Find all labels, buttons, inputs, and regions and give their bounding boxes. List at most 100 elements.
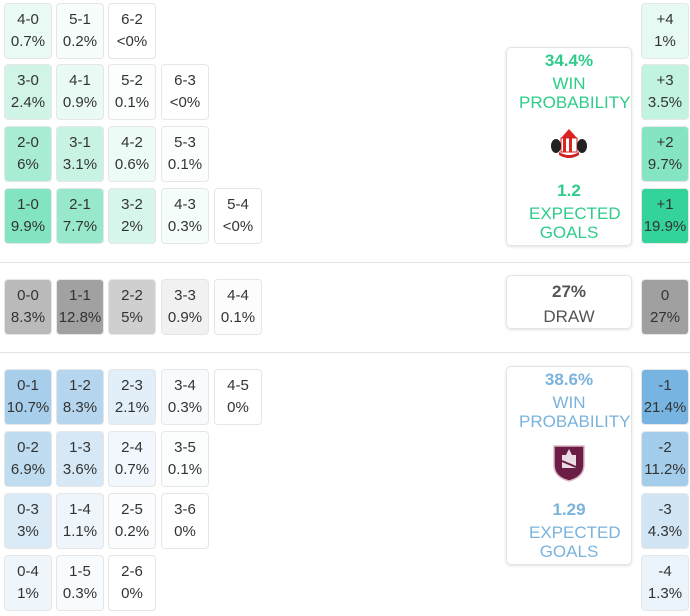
score-cell: 5-4 <0% xyxy=(214,188,262,244)
sunderland-crest-icon xyxy=(551,129,587,158)
probability: 0.7% xyxy=(10,33,46,50)
probability: 9.9% xyxy=(10,218,46,235)
home-xg-label: EXPECTED GOALS xyxy=(529,204,621,242)
score-cell: 3-2 2% xyxy=(108,188,156,244)
score-label: 2-5 xyxy=(121,501,143,518)
home-xg: 1.2 xyxy=(557,181,581,200)
probability: 8.3% xyxy=(62,399,98,416)
score-cell: 0-1 10.7% xyxy=(4,369,52,425)
score-label: 4-3 xyxy=(174,196,196,213)
score-label: 1-4 xyxy=(69,501,91,518)
score-cell: 0-3 3% xyxy=(4,493,52,549)
probability: 0.2% xyxy=(114,523,150,540)
score-cell: 3-6 0% xyxy=(161,493,209,549)
probability: 0% xyxy=(174,523,196,540)
draw-label: DRAW xyxy=(543,307,595,326)
probability: 11.2% xyxy=(644,461,686,478)
probability: 0.1% xyxy=(167,156,203,173)
score-label: 1-0 xyxy=(17,196,39,213)
margin-cell: +1 19.9% xyxy=(641,188,689,244)
score-cell: 1-1 12.8% xyxy=(56,279,104,335)
score-label: 3-4 xyxy=(174,377,196,394)
margin-label: -2 xyxy=(658,439,672,456)
score-cell: 5-1 0.2% xyxy=(56,3,104,59)
score-label: 4-2 xyxy=(121,134,143,151)
score-label: 3-1 xyxy=(69,134,91,151)
probability: 5% xyxy=(121,309,143,326)
score-cell: 4-2 0.6% xyxy=(108,126,156,182)
score-label: 4-5 xyxy=(227,377,249,394)
score-cell: 1-2 8.3% xyxy=(56,369,104,425)
score-cell: 4-4 0.1% xyxy=(214,279,262,335)
score-cell: 2-2 5% xyxy=(108,279,156,335)
margin-label: +2 xyxy=(656,134,674,151)
score-label: 2-0 xyxy=(17,134,39,151)
probability: 0.1% xyxy=(167,461,203,478)
margin-label: -3 xyxy=(658,501,672,518)
away-xg-label: EXPECTED GOALS xyxy=(529,523,621,561)
score-label: 2-3 xyxy=(121,377,143,394)
probability: 2.4% xyxy=(10,94,46,111)
score-label: 0-0 xyxy=(17,287,39,304)
score-cell: 3-0 2.4% xyxy=(4,64,52,120)
probability: 2.1% xyxy=(114,399,150,416)
probability: 1.1% xyxy=(62,523,98,540)
score-cell: 3-3 0.9% xyxy=(161,279,209,335)
score-label: 5-3 xyxy=(174,134,196,151)
probability: 8.3% xyxy=(10,309,46,326)
score-cell: 4-5 0% xyxy=(214,369,262,425)
score-cell: 3-1 3.1% xyxy=(56,126,104,182)
margin-cell: +3 3.5% xyxy=(641,64,689,120)
probability: 0.7% xyxy=(114,461,150,478)
score-label: 5-4 xyxy=(227,196,249,213)
probability: 21.4% xyxy=(643,399,687,416)
probability: 0.1% xyxy=(220,309,256,326)
score-label: 2-4 xyxy=(121,439,143,456)
probability: 0% xyxy=(121,585,143,602)
probability: 1% xyxy=(654,33,676,50)
home-win-pct: 34.4% xyxy=(544,51,594,70)
margin-label: +3 xyxy=(656,72,674,89)
draw-summary-card: 27% DRAW xyxy=(506,275,632,329)
score-label: 1-1 xyxy=(69,287,91,304)
margin-label: -4 xyxy=(658,563,672,580)
home-summary-card: 34.4% WIN PROBABILITY 1.2 EXPECTED GOALS xyxy=(506,47,632,246)
probability: 0.3% xyxy=(167,399,203,416)
probability: 3.5% xyxy=(647,94,683,111)
score-label: 4-0 xyxy=(17,11,39,28)
probability: 0.9% xyxy=(62,94,98,111)
probability: <0% xyxy=(169,94,201,111)
score-label: 3-6 xyxy=(174,501,196,518)
margin-label: +1 xyxy=(656,196,674,213)
score-cell: 6-3 <0% xyxy=(161,64,209,120)
score-cell: 2-5 0.2% xyxy=(108,493,156,549)
score-label: 0-4 xyxy=(17,563,39,580)
margin-label: -1 xyxy=(658,377,672,394)
score-label: 6-3 xyxy=(174,72,196,89)
margin-cell: -4 1.3% xyxy=(641,555,689,611)
score-cell: 0-0 8.3% xyxy=(4,279,52,335)
probability: 0.3% xyxy=(167,218,203,235)
probability: <0% xyxy=(222,218,254,235)
margin-label: 0 xyxy=(660,287,670,304)
score-cell: 2-3 2.1% xyxy=(108,369,156,425)
home-win-label: WIN PROBABILITY xyxy=(519,74,631,112)
score-label: 3-3 xyxy=(174,287,196,304)
score-cell: 2-4 0.7% xyxy=(108,431,156,487)
draw-pct: 27% xyxy=(551,282,587,301)
probability: 1% xyxy=(17,585,39,602)
score-cell: 5-2 0.1% xyxy=(108,64,156,120)
probability: 0.3% xyxy=(62,585,98,602)
probability: 3% xyxy=(17,523,39,540)
score-label: 4-4 xyxy=(227,287,249,304)
score-label: 0-3 xyxy=(17,501,39,518)
score-cell: 0-2 6.9% xyxy=(4,431,52,487)
score-label: 3-0 xyxy=(17,72,39,89)
away-xg: 1.29 xyxy=(552,500,586,519)
score-cell: 2-6 0% xyxy=(108,555,156,611)
score-label: 2-1 xyxy=(69,196,91,213)
away-win-label: WIN PROBABILITY xyxy=(519,393,631,431)
probability: 19.9% xyxy=(643,218,687,235)
score-label: 1-5 xyxy=(69,563,91,580)
